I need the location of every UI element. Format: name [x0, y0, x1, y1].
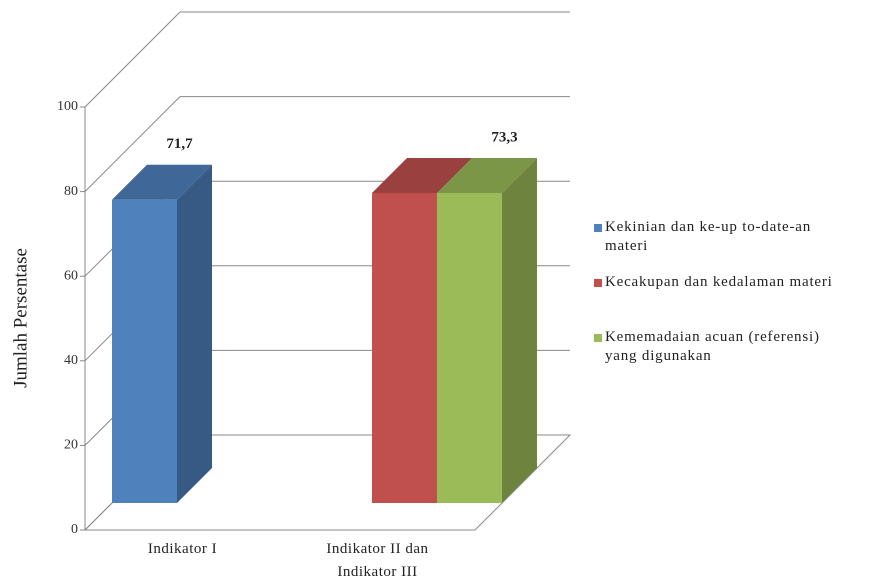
grid-line	[84, 96, 181, 192]
bar	[372, 192, 437, 504]
data-label: 73,3	[491, 129, 517, 145]
y-tick-label: 60	[64, 268, 78, 283]
y-tick-label: 0	[71, 522, 78, 537]
bar-top	[372, 157, 472, 193]
legend-label: Kekinian dan ke-up to-date-an materi	[605, 219, 812, 254]
legend-label: Kecakupan dan kedalaman materi	[605, 274, 833, 290]
bar	[112, 199, 177, 504]
y-tick-label: 100	[57, 99, 78, 114]
bar	[437, 192, 502, 504]
legend-swatch	[594, 334, 602, 342]
legend-swatch	[594, 224, 602, 232]
bar-top	[112, 164, 212, 200]
legend-item: Kememadaian acuan (referensi) yang digun…	[594, 328, 855, 366]
bar-side	[502, 157, 537, 504]
y-axis-label: Jumlah Persentase	[10, 248, 31, 388]
legend-item: Kecakupan dan kedalaman materi	[594, 273, 855, 292]
x-tick-label: Indikator I	[147, 541, 218, 557]
legend-label: Kememadaian acuan (referensi) yang digun…	[605, 329, 820, 364]
y-tick-label: 20	[64, 438, 78, 453]
grid-line	[84, 11, 181, 108]
y-tick-label: 80	[64, 184, 78, 199]
data-label: 71,7	[166, 136, 193, 152]
y-tick-label: 40	[64, 353, 78, 368]
legend-item: Kekinian dan ke-up to-date-an materi	[594, 218, 855, 256]
bar-top	[437, 157, 537, 193]
bar-side	[177, 164, 212, 504]
x-tick-label: Indikator II dan Indikator III	[326, 541, 429, 580]
legend-swatch	[594, 279, 602, 287]
